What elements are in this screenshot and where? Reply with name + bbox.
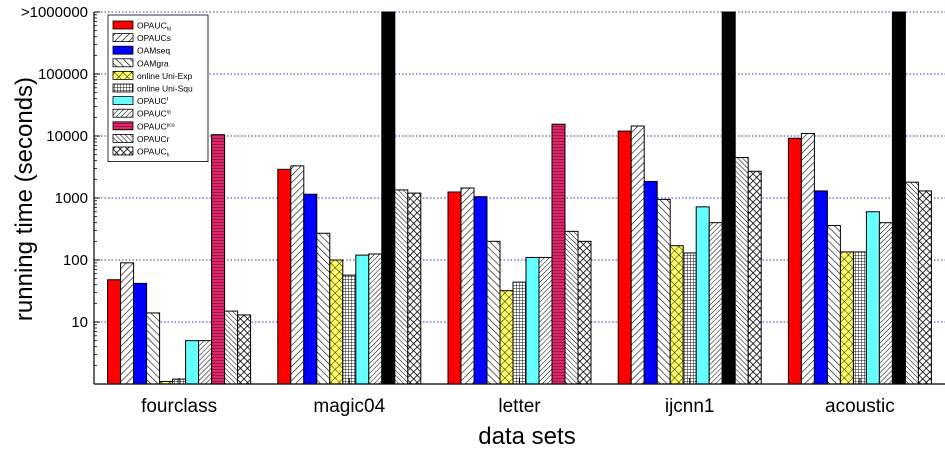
legend-swatch (112, 96, 134, 105)
bar (394, 189, 409, 385)
bar (486, 240, 501, 385)
bar (355, 254, 370, 385)
bar (512, 281, 527, 385)
legend-swatch (112, 58, 134, 68)
legend-swatch (112, 121, 134, 131)
bar (329, 259, 344, 385)
bar (643, 180, 658, 385)
legend-label: OPAUCf (137, 96, 169, 106)
bar (290, 165, 305, 385)
legend-swatch (112, 33, 134, 42)
legend-label: online Uni-Exp (137, 71, 193, 81)
x-category-labels: fourclass magic04 letter ijcnn1 acoustic (141, 396, 895, 417)
legend-swatch (112, 71, 134, 80)
y-tick-label: 10 (71, 314, 88, 331)
x-category-label: acoustic (825, 396, 895, 417)
bar (277, 168, 292, 385)
legend-label: OPAUCh (137, 147, 170, 159)
bar (342, 274, 357, 385)
legend-label: OPAUCpca (137, 121, 175, 131)
bar (303, 193, 318, 385)
x-axis-title: data sets (478, 423, 575, 450)
legend-label: OPAUCrp (137, 109, 171, 119)
y-tick-label: >1000000 (21, 4, 88, 21)
bar (682, 252, 697, 385)
bar (185, 340, 200, 385)
legend-label: OPAUCr (137, 134, 170, 144)
legend-swatch (112, 133, 134, 143)
bar (878, 222, 893, 385)
legend-label: OAMgra (137, 58, 169, 68)
bar (734, 157, 749, 385)
legend-label: online Uni-Squ (137, 84, 193, 94)
bar (368, 253, 383, 385)
legend-swatch (112, 45, 134, 55)
bar (538, 256, 553, 385)
bar (577, 240, 592, 385)
bar (708, 222, 723, 385)
axes (93, 11, 945, 385)
bar (133, 282, 148, 385)
y-tick-label: 100000 (38, 66, 88, 83)
bar (917, 190, 932, 385)
y-tick-label: 10000 (46, 128, 88, 145)
bar (630, 125, 645, 385)
legend-label: OAMseq (137, 46, 170, 56)
bar (120, 262, 135, 385)
bar (904, 181, 919, 385)
bar (695, 206, 710, 385)
bar (198, 340, 213, 385)
bar (852, 251, 867, 385)
bar (669, 245, 684, 385)
bar (721, 11, 736, 385)
y-axis-title: running time (seconds) (11, 77, 38, 321)
x-category-label: ijcnn1 (665, 396, 715, 417)
bar (237, 314, 252, 385)
bar (865, 211, 880, 385)
x-category-label: fourclass (141, 396, 217, 417)
legend-swatch (112, 20, 134, 30)
bar (146, 312, 161, 385)
bar (551, 123, 566, 385)
bar (460, 187, 475, 385)
bar (891, 11, 906, 385)
bar (211, 134, 226, 385)
bar (407, 192, 422, 385)
bar (839, 251, 854, 385)
legend-label: OPAUCs (137, 33, 171, 43)
bar (525, 256, 540, 385)
bar (224, 310, 239, 385)
bar (316, 232, 331, 385)
bar (564, 230, 579, 385)
legend-swatch (112, 83, 134, 93)
bar (617, 130, 632, 385)
bar (447, 191, 462, 385)
bar (107, 279, 122, 385)
bar (826, 225, 841, 385)
x-category-label: letter (498, 396, 541, 417)
y-tick-labels: 10 100 1000 10000 100000 >1000000 (21, 4, 88, 331)
bar (813, 190, 828, 385)
legend-swatch (112, 108, 134, 118)
legend-swatch (112, 146, 134, 156)
legend-label: OPAUCfd (137, 21, 171, 33)
bar (800, 132, 815, 385)
bar (787, 137, 802, 385)
bar (656, 198, 671, 385)
bar (381, 11, 396, 385)
bar (499, 290, 514, 385)
x-category-label: magic04 (313, 396, 385, 417)
bar (747, 170, 762, 385)
y-tick-label: 100 (63, 252, 88, 269)
bar (473, 196, 488, 385)
y-tick-label: 1000 (55, 190, 88, 207)
